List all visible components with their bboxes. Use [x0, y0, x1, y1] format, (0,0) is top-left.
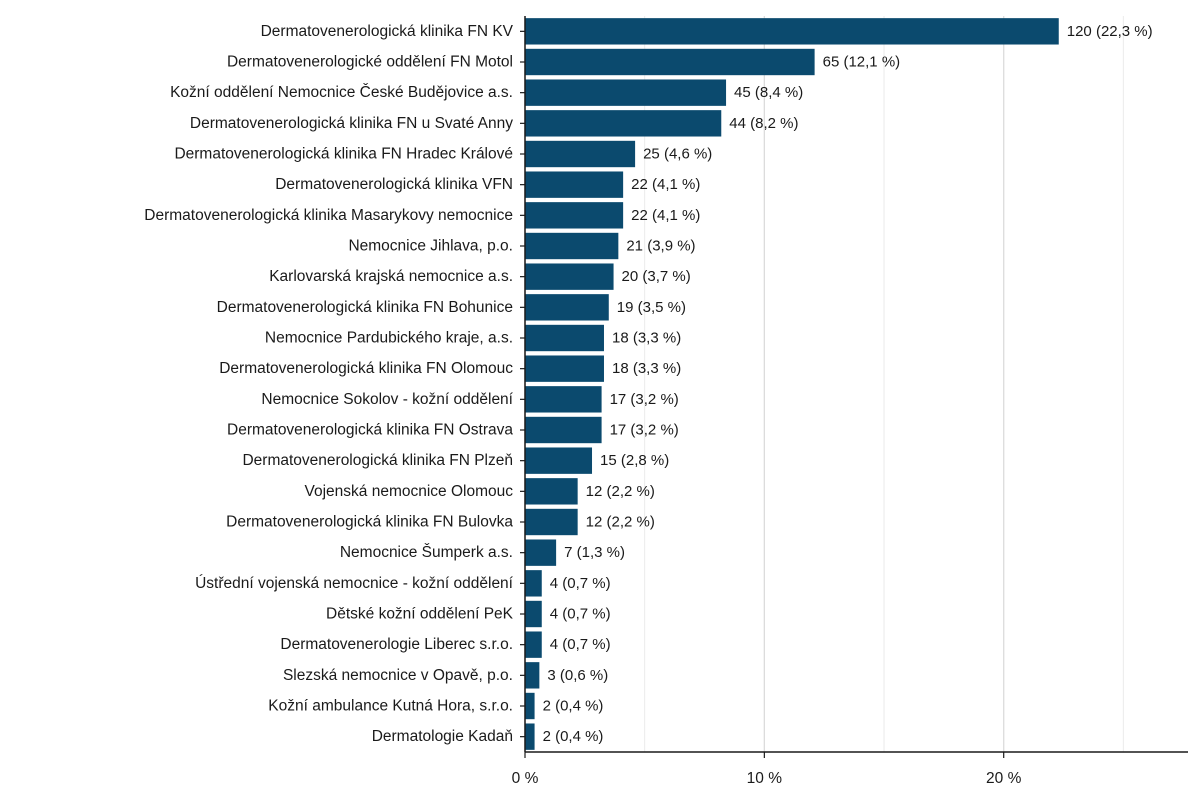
category-label: Nemocnice Pardubického kraje, a.s. — [265, 330, 513, 347]
data-label: 22 (4,1 %) — [631, 176, 700, 193]
category-label: Dermatovenerologická klinika FN u Svaté … — [190, 115, 513, 132]
category-label: Vojenská nemocnice Olomouc — [304, 483, 513, 500]
category-label: Dermatovenerologická klinika FN Bulovka — [226, 514, 513, 531]
bar — [525, 140, 636, 168]
data-label: 18 (3,3 %) — [612, 330, 681, 347]
category-label: Dermatovenerologická klinika FN Ostrava — [227, 422, 513, 439]
category-label: Ústřední vojenská nemocnice - kožní oddě… — [195, 575, 514, 592]
data-label: 4 (0,7 %) — [550, 636, 611, 653]
bar — [525, 447, 593, 474]
category-label: Dermatovenerologická klinika FN Hradec K… — [174, 146, 513, 163]
data-label: 120 (22,3 %) — [1067, 23, 1153, 40]
bar — [525, 416, 602, 444]
data-label: 12 (2,2 %) — [586, 483, 655, 500]
bar — [525, 232, 619, 260]
bar — [525, 48, 815, 76]
category-label: Kožní oddělení Nemocnice České Budějovic… — [170, 84, 513, 101]
data-label: 65 (12,1 %) — [823, 54, 901, 71]
data-label: 45 (8,4 %) — [734, 84, 803, 101]
category-label: Dermatovenerologická klinika FN KV — [261, 23, 514, 40]
category-label: Nemocnice Jihlava, p.o. — [348, 238, 513, 255]
data-label: 15 (2,8 %) — [600, 452, 669, 469]
data-label: 17 (3,2 %) — [610, 391, 679, 408]
bar — [525, 355, 604, 382]
bar-layer — [525, 18, 1059, 750]
data-label: 20 (3,7 %) — [622, 268, 691, 285]
category-label: Kožní ambulance Kutná Hora, s.r.o. — [268, 698, 513, 715]
category-label: Dermatologie Kadaň — [372, 728, 513, 745]
category-label: Dermatovenerologie Liberec s.r.o. — [280, 636, 513, 653]
bar — [525, 631, 542, 658]
bar — [525, 692, 535, 720]
bar — [525, 508, 578, 536]
category-label: Dětské kožní oddělení PeK — [326, 606, 514, 623]
x-tick-label: 0 % — [512, 770, 539, 787]
data-label: 44 (8,2 %) — [729, 115, 798, 132]
data-label: 18 (3,3 %) — [612, 360, 681, 377]
category-label: Karlovarská krajská nemocnice a.s. — [269, 268, 513, 285]
bar — [525, 386, 602, 413]
bar — [525, 79, 727, 106]
category-label: Dermatovenerologické oddělení FN Motol — [227, 54, 513, 71]
bar — [525, 171, 624, 198]
x-tick-label: 20 % — [986, 770, 1022, 787]
category-label: Slezská nemocnice v Opavě, p.o. — [283, 667, 513, 684]
bar — [525, 18, 1059, 45]
category-label: Dermatovenerologická klinika VFN — [275, 176, 513, 193]
category-label: Dermatovenerologická klinika Masarykovy … — [144, 207, 513, 224]
category-label: Nemocnice Šumperk a.s. — [340, 544, 513, 561]
data-label: 2 (0,4 %) — [543, 728, 604, 745]
bar — [525, 723, 535, 750]
x-tick-label: 10 % — [747, 770, 783, 787]
bar — [525, 478, 578, 505]
bar — [525, 202, 624, 229]
data-label: 22 (4,1 %) — [631, 207, 700, 224]
bar — [525, 662, 540, 689]
bar — [525, 324, 604, 352]
category-label: Dermatovenerologická klinika FN Bohunice — [217, 299, 513, 316]
data-label: 25 (4,6 %) — [643, 146, 712, 163]
bar — [525, 570, 542, 597]
bar — [525, 263, 614, 290]
bar — [525, 294, 609, 321]
data-label: 21 (3,9 %) — [626, 238, 695, 255]
data-label: 17 (3,2 %) — [610, 422, 679, 439]
bar — [525, 539, 557, 566]
data-label: 3 (0,6 %) — [547, 667, 608, 684]
data-label: 19 (3,5 %) — [617, 299, 686, 316]
data-label: 4 (0,7 %) — [550, 575, 611, 592]
data-label: 12 (2,2 %) — [586, 514, 655, 531]
data-label: 2 (0,4 %) — [543, 698, 604, 715]
category-label: Dermatovenerologická klinika FN Plzeň — [242, 452, 513, 469]
axis-layer: 0 % 10 % 20 % — [512, 16, 1188, 787]
data-label: 4 (0,7 %) — [550, 606, 611, 623]
category-label: Nemocnice Sokolov - kožní oddělení — [261, 391, 513, 408]
label-layer: Dermatovenerologická klinika FN KV 120 (2… — [144, 23, 1152, 745]
category-label: Dermatovenerologická klinika FN Olomouc — [219, 360, 513, 377]
data-label: 7 (1,3 %) — [564, 544, 625, 561]
bar — [525, 600, 542, 628]
bar — [525, 110, 722, 137]
